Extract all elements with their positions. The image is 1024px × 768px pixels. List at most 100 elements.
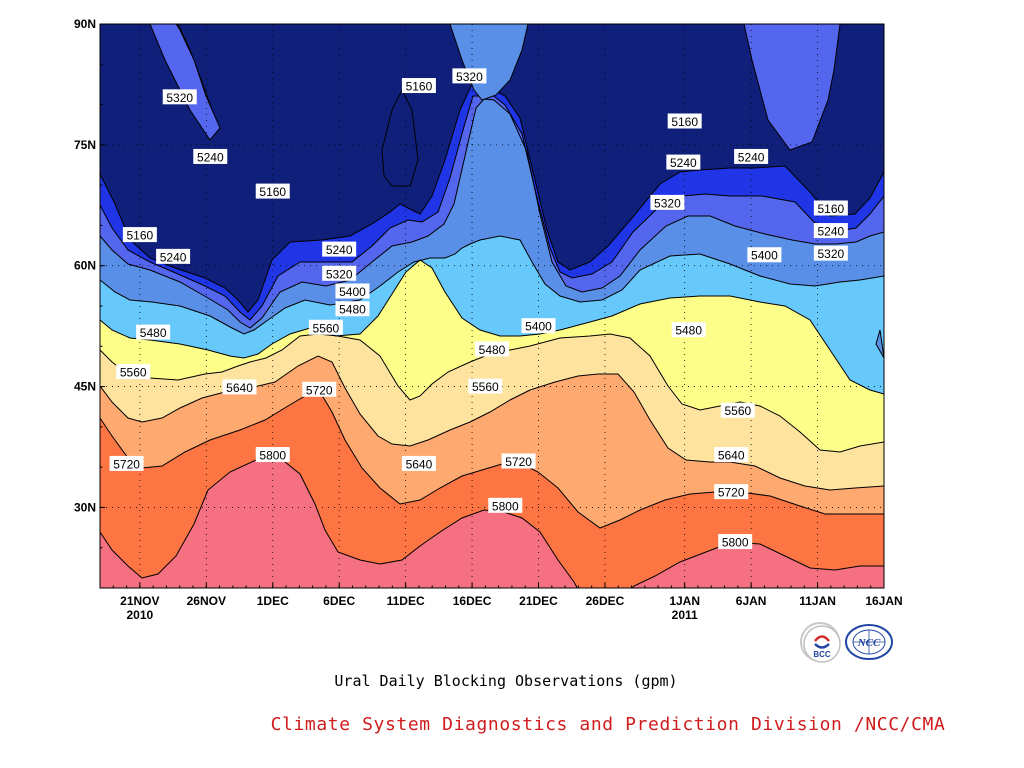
x-tick-label: 26DEC (586, 594, 625, 608)
contour-label-text: 5480 (140, 326, 167, 340)
contour-line-5400 (100, 235, 884, 335)
contour-label-text: 5320 (817, 247, 844, 261)
contour-label: 5720 (302, 381, 337, 397)
contour-label-text: 5400 (525, 320, 552, 334)
ncc-logo-text: NCC (857, 637, 881, 649)
contour-line-5160 (100, 83, 884, 313)
contour-label-text: 5560 (724, 404, 751, 418)
contour-label-text: 5800 (492, 499, 519, 513)
contour-label: 5480 (671, 322, 706, 338)
y-tick-label: 30N (74, 500, 96, 514)
contour-label-text: 5480 (339, 303, 366, 317)
contour-label: 5560 (468, 378, 503, 394)
bcc-logo: BCC (800, 622, 841, 663)
contour-label-text: 5320 (166, 91, 193, 105)
credit-line: Climate System Diagnostics and Predictio… (270, 714, 946, 735)
contour-label: 5560 (720, 402, 755, 418)
contour-label-text: 5720 (718, 486, 745, 500)
contour-label-text: 5480 (675, 324, 702, 338)
contour-line-5720 (100, 391, 884, 529)
contour-label: 5640 (401, 455, 436, 471)
y-tick-label: 90N (74, 17, 96, 31)
bcc-logo-text: BCC (813, 650, 831, 659)
contour-line-5320 (100, 98, 884, 329)
contour-label: 5560 (308, 319, 343, 335)
contour-label: 5240 (734, 148, 769, 164)
contour-label: 5480 (475, 341, 509, 357)
x-tick-year: 2010 (127, 608, 154, 622)
contour-label-text: 5160 (671, 115, 698, 129)
x-tick-label: 21NOV (120, 594, 159, 608)
ncc-logo: NCC (844, 622, 894, 662)
contour-label-text: 5560 (313, 321, 340, 335)
contour-label-text: 5240 (738, 150, 765, 164)
contour-label: 5640 (222, 379, 257, 395)
contour-label: 5720 (109, 455, 144, 471)
x-tick-label: 11DEC (387, 594, 425, 608)
contour-lines (100, 24, 884, 588)
contour-label: 5240 (322, 241, 357, 257)
contour-label: 5480 (136, 324, 171, 340)
x-tick-label: 1JAN (669, 594, 700, 608)
contour-feature-5240 (149, 24, 221, 141)
x-tick-year: 2011 (672, 608, 698, 622)
contour-label-text: 5480 (479, 343, 506, 357)
contour-label-text: 5400 (751, 249, 778, 263)
contour-label: 5560 (116, 364, 151, 380)
contour-label-text: 5320 (654, 196, 681, 210)
y-axis: 30N 45N 60N 75N 90N (74, 17, 105, 549)
contour-label: 5320 (322, 265, 357, 281)
contour-label-text: 5240 (326, 243, 353, 257)
contour-label: 5160 (667, 113, 702, 129)
x-tick-label: 6DEC (323, 594, 355, 608)
contour-label: 5480 (335, 301, 370, 317)
contour-label-text: 5240 (160, 250, 187, 264)
contour-fills (100, 24, 884, 588)
contour-label: 5320 (452, 68, 487, 84)
contour-label-text: 5640 (406, 457, 433, 471)
contour-label-text: 5160 (817, 202, 844, 216)
contour-label: 5240 (193, 148, 228, 164)
contour-label-text: 5160 (406, 80, 433, 94)
x-tick-label: 6JAN (736, 594, 767, 608)
contour-label-text: 5800 (259, 449, 286, 463)
contour-band-5800 (100, 458, 884, 588)
contour-label-text: 5160 (127, 229, 154, 243)
x-tick-label: 11JAN (799, 594, 836, 608)
chart-subtitle: Ural Daily Blocking Observations (gpm) (334, 672, 678, 690)
contour-label: 5240 (813, 223, 848, 239)
contour-label: 5160 (401, 78, 436, 94)
contour-feature-5160 (381, 88, 419, 187)
y-tick-label: 75N (74, 138, 96, 152)
contour-label: 5800 (718, 534, 753, 550)
contour-label: 5800 (488, 497, 523, 513)
contour-label: 5400 (335, 283, 370, 299)
contour-labels: 5320 5240 5160 5160 5240 5480 5560 5640 5720 5800… (109, 68, 848, 550)
contour-label-text: 5160 (259, 185, 286, 199)
contour-label: 5160 (122, 227, 157, 243)
contour-label: 5240 (156, 248, 191, 264)
y-tick-label: 45N (74, 380, 96, 394)
contour-label: 5240 (666, 154, 701, 170)
contour-label-text: 5800 (722, 536, 749, 550)
contour-label-text: 5720 (505, 455, 532, 469)
contour-label-text: 5240 (670, 156, 697, 170)
contour-line-5480 (100, 259, 884, 395)
contour-feature-5400 (875, 329, 884, 359)
contour-line-5560 (100, 333, 884, 453)
contour-label: 5320 (650, 194, 685, 210)
contour-label: 5720 (714, 484, 749, 500)
contour-label-text: 5640 (226, 381, 253, 395)
contour-feature-5240 (743, 24, 841, 151)
y-tick-label: 60N (74, 259, 96, 273)
x-tick-label: 1DEC (257, 594, 289, 608)
x-tick-label: 16DEC (453, 594, 492, 608)
contour-label: 5400 (521, 318, 556, 334)
contour-label: 5400 (747, 247, 782, 263)
contour-label: 5640 (714, 447, 749, 463)
x-tick-label: 16JAN (865, 594, 902, 608)
contour-label-text: 5400 (339, 285, 366, 299)
contour-label: 5160 (813, 200, 848, 216)
